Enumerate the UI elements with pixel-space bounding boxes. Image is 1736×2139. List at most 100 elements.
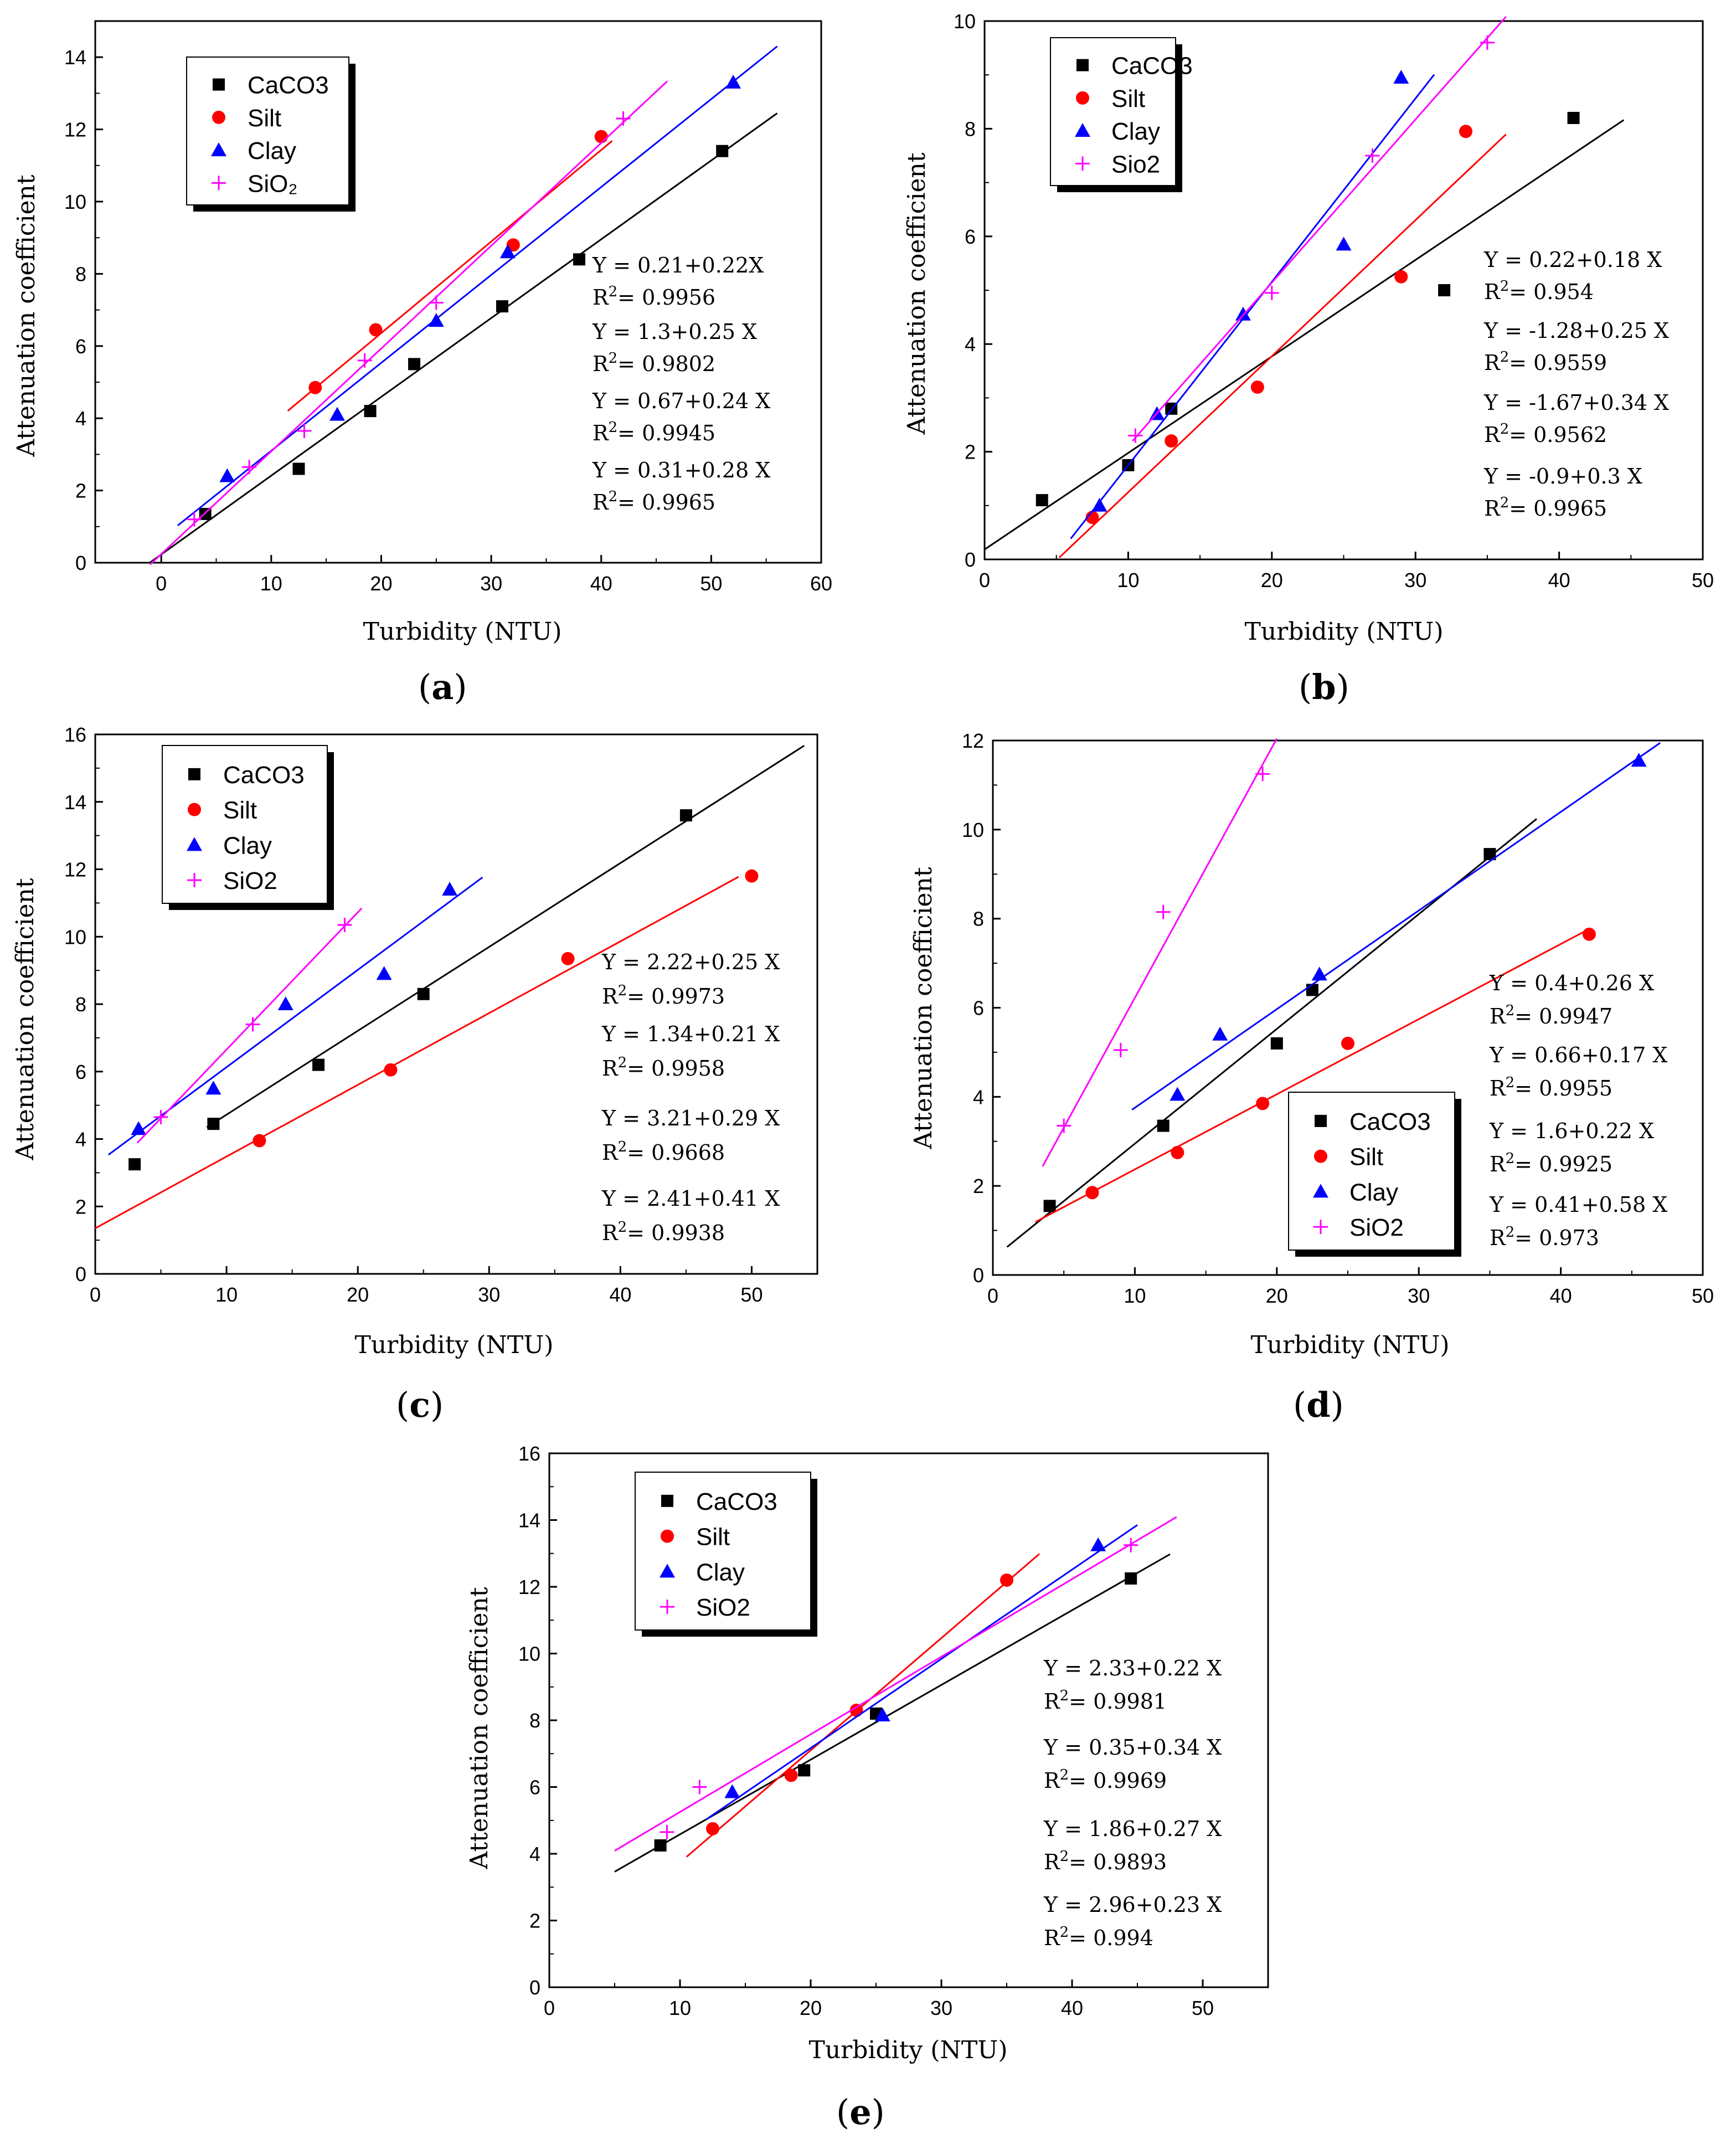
- x-tick-label: 30: [930, 1997, 952, 2019]
- fit-line-triangle: [1131, 742, 1661, 1110]
- data-point-circle: [1394, 270, 1408, 284]
- data-point-square: [1043, 1200, 1056, 1212]
- data-point-plus: [337, 917, 352, 932]
- legend-label: CaCO3: [223, 762, 305, 789]
- equation-text: Y = 2.22+0.25 X: [601, 950, 780, 974]
- legend-label: Silt: [223, 797, 257, 824]
- r-squared-text: R2= 0.9562: [1484, 421, 1607, 447]
- data-point-triangle: [1090, 1537, 1106, 1551]
- x-tick-label: 0: [979, 569, 990, 592]
- x-tick-label: 10: [215, 1283, 238, 1306]
- x-tick-label: 50: [1192, 1997, 1214, 2019]
- data-point-circle: [745, 869, 759, 883]
- y-tick-label: 2: [965, 441, 976, 464]
- data-point-circle: [1171, 1145, 1184, 1159]
- legend-marker-square: [661, 1494, 673, 1507]
- fit-line-square: [150, 112, 778, 563]
- y-tick-label: 6: [973, 997, 984, 1020]
- data-point-plus: [1128, 428, 1143, 443]
- y-tick-label: 6: [75, 335, 86, 358]
- data-point-square: [573, 253, 585, 266]
- y-tick-label: 2: [529, 1910, 540, 1932]
- y-axis-title: Attenuation coefficient: [465, 1587, 493, 1869]
- y-tick-label: 16: [64, 723, 86, 746]
- equation-text: Y = 1.3+0.25 X: [592, 320, 757, 344]
- legend-label: CaCO3: [1111, 53, 1193, 80]
- data-point-triangle: [724, 1784, 740, 1798]
- fit-line-circle: [686, 1553, 1040, 1858]
- data-point-triangle: [1170, 1087, 1186, 1101]
- legend-marker-plus: [1313, 1220, 1328, 1235]
- legend-label: Clay: [696, 1559, 745, 1586]
- data-point-circle: [1165, 434, 1178, 448]
- data-point-plus: [660, 1824, 674, 1839]
- data-point-plus: [1365, 148, 1380, 163]
- legend-marker-plus: [660, 1600, 674, 1614]
- x-tick-label: 50: [1692, 1284, 1714, 1307]
- data-point-plus: [1156, 904, 1171, 919]
- legend-marker-triangle: [187, 837, 202, 851]
- legend-marker-triangle: [660, 1564, 675, 1578]
- y-tick-label: 2: [973, 1175, 984, 1197]
- y-tick-label: 10: [962, 819, 984, 841]
- fit-line-triangle: [705, 1524, 1138, 1821]
- legend-label: CaCO3: [696, 1488, 777, 1515]
- y-tick-label: 4: [529, 1843, 540, 1865]
- data-point-plus: [616, 111, 631, 126]
- data-point-triangle: [499, 244, 516, 259]
- y-tick-label: 4: [965, 333, 976, 356]
- x-tick-label: 0: [987, 1284, 998, 1307]
- y-tick-label: 2: [75, 1195, 86, 1218]
- legend-marker-circle: [188, 803, 201, 816]
- x-tick-label: 40: [1550, 1284, 1572, 1307]
- data-point-square: [312, 1058, 325, 1071]
- x-tick-label: 20: [347, 1283, 369, 1306]
- y-tick-label: 2: [75, 480, 86, 502]
- equation-text: Y = 1.34+0.21 X: [601, 1022, 780, 1046]
- fit-line-circle: [287, 140, 613, 412]
- data-point-circle: [384, 1063, 398, 1077]
- y-tick-label: 6: [75, 1061, 86, 1083]
- y-tick-label: 8: [75, 993, 86, 1016]
- data-point-triangle: [1212, 1026, 1228, 1041]
- x-tick-label: 10: [260, 572, 282, 595]
- data-point-square: [1438, 284, 1451, 296]
- equation-text: Y = 2.96+0.23 X: [1043, 1893, 1222, 1917]
- r-squared-text: R2= 0.9981: [1044, 1688, 1167, 1714]
- x-tick-label: 10: [1124, 1284, 1146, 1307]
- panel-label-e: (e): [836, 2092, 885, 2132]
- equation-text: Y = 0.41+0.58 X: [1489, 1192, 1667, 1217]
- data-point-triangle: [874, 1707, 890, 1721]
- x-tick-label: 0: [544, 1997, 555, 2019]
- y-tick-label: 0: [529, 1976, 540, 1999]
- equation-text: Y = 0.22+0.18 X: [1483, 248, 1662, 272]
- y-tick-label: 0: [965, 548, 976, 571]
- y-tick-label: 10: [518, 1643, 540, 1665]
- y-tick-label: 0: [75, 1263, 86, 1286]
- data-point-triangle: [219, 468, 235, 482]
- y-tick-label: 12: [64, 119, 86, 141]
- y-tick-label: 12: [962, 729, 984, 752]
- data-point-square: [292, 462, 305, 475]
- data-point-square: [1125, 1572, 1137, 1585]
- data-point-circle: [594, 130, 608, 143]
- panel-label-a: (a): [418, 667, 467, 707]
- data-point-square: [679, 809, 692, 822]
- r-squared-text: R2= 0.994: [1044, 1924, 1153, 1950]
- data-point-plus: [429, 295, 444, 310]
- y-axis-title: Attenuation coefficient: [12, 174, 40, 457]
- y-tick-label: 14: [518, 1509, 540, 1532]
- r-squared-text: R2= 0.954: [1484, 278, 1594, 304]
- data-point-circle: [1085, 1186, 1099, 1200]
- y-tick-label: 8: [973, 908, 984, 930]
- r-squared-text: R2= 0.9965: [1484, 495, 1607, 521]
- data-point-square: [364, 405, 377, 418]
- legend-marker-square: [213, 78, 225, 91]
- fit-line-triangle: [107, 876, 483, 1156]
- fit-line-circle: [95, 876, 739, 1229]
- data-point-triangle: [131, 1121, 147, 1135]
- legend-label: Clay: [223, 832, 272, 859]
- legend-label: SiO2: [696, 1594, 750, 1621]
- x-tick-label: 40: [609, 1283, 631, 1306]
